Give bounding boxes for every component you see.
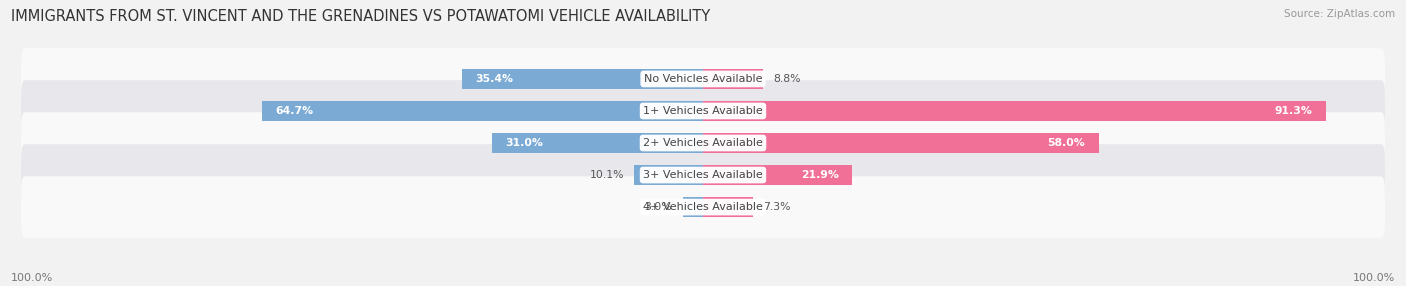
Text: 91.3%: 91.3% [1274, 106, 1312, 116]
Text: 4+ Vehicles Available: 4+ Vehicles Available [643, 202, 763, 212]
Text: 100.0%: 100.0% [1353, 273, 1395, 283]
Bar [262, 101, 703, 121]
Text: 35.4%: 35.4% [475, 74, 513, 84]
Text: 64.7%: 64.7% [276, 106, 314, 116]
Text: 10.1%: 10.1% [589, 170, 624, 180]
FancyBboxPatch shape [21, 48, 1385, 110]
Text: 100.0%: 100.0% [11, 273, 53, 283]
Bar [634, 165, 703, 185]
Text: Source: ZipAtlas.com: Source: ZipAtlas.com [1284, 9, 1395, 19]
Bar [682, 197, 703, 217]
Text: No Vehicles Available: No Vehicles Available [644, 74, 762, 84]
Text: 3.0%: 3.0% [645, 202, 672, 212]
Text: 3+ Vehicles Available: 3+ Vehicles Available [643, 170, 763, 180]
Bar [703, 133, 1098, 153]
Bar [461, 69, 703, 89]
Bar [492, 133, 703, 153]
Text: 58.0%: 58.0% [1047, 138, 1085, 148]
FancyBboxPatch shape [21, 144, 1385, 206]
Text: 7.3%: 7.3% [763, 202, 790, 212]
FancyBboxPatch shape [21, 80, 1385, 142]
Bar [703, 197, 752, 217]
Text: 31.0%: 31.0% [505, 138, 543, 148]
Text: IMMIGRANTS FROM ST. VINCENT AND THE GRENADINES VS POTAWATOMI VEHICLE AVAILABILIT: IMMIGRANTS FROM ST. VINCENT AND THE GREN… [11, 9, 710, 23]
FancyBboxPatch shape [21, 112, 1385, 174]
Bar [703, 69, 763, 89]
Text: 21.9%: 21.9% [801, 170, 839, 180]
Bar [703, 101, 1326, 121]
Text: 2+ Vehicles Available: 2+ Vehicles Available [643, 138, 763, 148]
Bar [703, 165, 852, 185]
FancyBboxPatch shape [21, 176, 1385, 238]
Text: 8.8%: 8.8% [773, 74, 801, 84]
Text: 1+ Vehicles Available: 1+ Vehicles Available [643, 106, 763, 116]
